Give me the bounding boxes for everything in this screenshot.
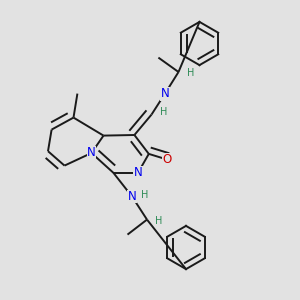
Text: H: H (155, 216, 162, 226)
Text: N: N (128, 190, 136, 203)
Text: N: N (87, 146, 96, 160)
Text: N: N (160, 87, 169, 100)
Text: H: H (187, 68, 194, 79)
Text: H: H (141, 190, 148, 200)
Text: N: N (134, 166, 142, 179)
Text: O: O (163, 153, 172, 166)
Text: H: H (160, 107, 167, 117)
